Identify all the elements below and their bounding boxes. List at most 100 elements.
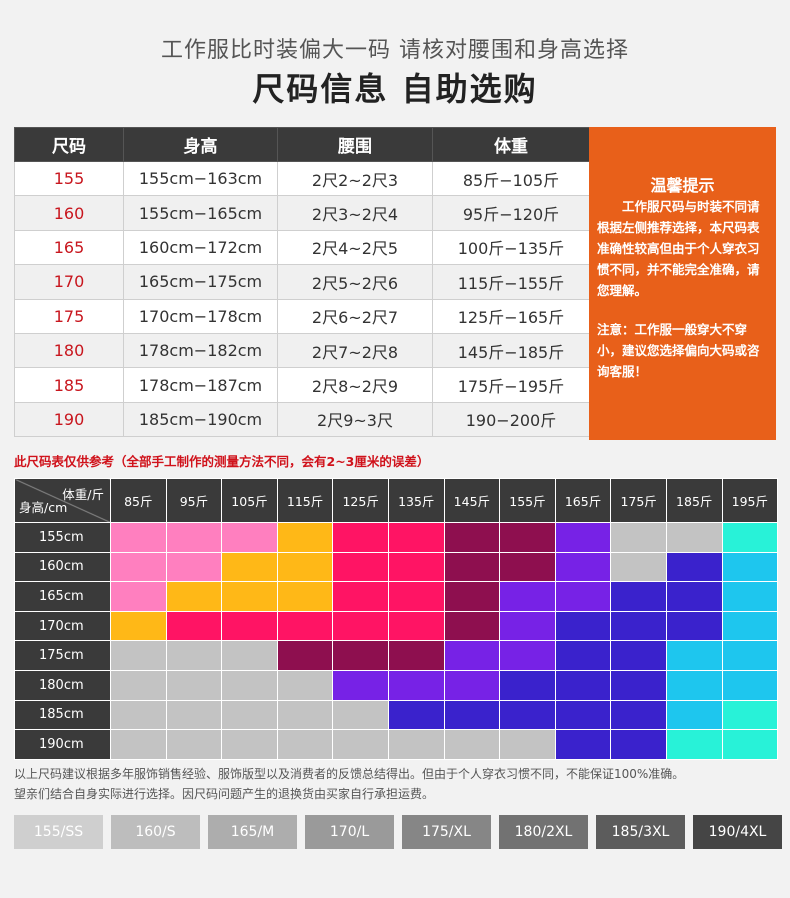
- height-header: 身高: [123, 127, 278, 162]
- grid-cell: [443, 669, 501, 701]
- grid-cell: [332, 522, 389, 553]
- grid-cell: [387, 551, 445, 583]
- grid-cell: [554, 522, 612, 553]
- grid-cell: [165, 551, 223, 583]
- grid-cell: [165, 610, 223, 642]
- grid-cell: [554, 699, 612, 731]
- grid-cell: [276, 699, 334, 731]
- grid-weight-header: 105斤: [221, 478, 278, 523]
- grid-cell: [499, 699, 556, 731]
- grid-height-header: 160cm: [14, 551, 111, 583]
- grid-cell: [721, 669, 779, 701]
- grid-cell: [110, 522, 167, 553]
- footnote: 以上尺码建议根据多年服饰销售经验、服饰版型以及消费者的反馈总结得出。但由于个人穿…: [14, 764, 684, 804]
- height-cell: 185cm−190cm: [123, 401, 278, 438]
- waist-header: 腰围: [277, 127, 433, 162]
- grid-cell: [387, 522, 445, 553]
- grid-cell: [165, 729, 223, 760]
- grid-height-header: 190cm: [14, 729, 111, 760]
- grid-cell: [499, 669, 556, 701]
- size-cell: 160: [14, 195, 124, 231]
- grid-cell: [332, 729, 389, 760]
- grid-cell: [610, 551, 667, 583]
- grid-row: 165cm: [14, 581, 779, 612]
- grid-cell: [721, 640, 779, 671]
- grid-cell: [165, 669, 223, 701]
- grid-weight-header: 155斤: [499, 478, 556, 523]
- grid-height-header: 165cm: [14, 581, 111, 612]
- grid-weight-header: 125斤: [332, 478, 389, 523]
- grid-cell: [443, 729, 501, 760]
- grid-cell: [221, 699, 278, 731]
- grid-cell: [665, 581, 723, 612]
- height-cell: 155cm−163cm: [123, 160, 278, 197]
- grid-height-header: 185cm: [14, 699, 111, 731]
- grid-cell: [610, 610, 667, 642]
- size-cell: 170: [14, 264, 124, 300]
- height-cell: 178cm−182cm: [123, 332, 278, 369]
- grid-cell: [165, 522, 223, 553]
- grid-weight-header: 95斤: [165, 478, 223, 523]
- grid-cell: [110, 551, 167, 583]
- grid-height-header: 180cm: [14, 669, 111, 701]
- grid-weight-header: 145斤: [443, 478, 501, 523]
- size-table-row: 175 170cm−178cm 2尺6~2尺7 125斤−165斤: [14, 298, 590, 334]
- grid-cell: [221, 610, 278, 642]
- weight-cell: 175斤−195斤: [432, 367, 590, 403]
- size-table-row: 165 160cm−172cm 2尺4~2尺5 100斤−135斤: [14, 229, 590, 266]
- grid-weight-header: 165斤: [554, 478, 612, 523]
- grid-cell: [276, 551, 334, 583]
- grid-cell: [221, 581, 278, 612]
- grid-cell: [610, 522, 667, 553]
- grid-cell: [387, 581, 445, 612]
- size-table-row: 190 185cm−190cm 2尺9~3尺 190−200斤: [14, 401, 590, 438]
- weight-cell: 145斤−185斤: [432, 332, 590, 369]
- grid-cell: [499, 551, 556, 583]
- waist-cell: 2尺9~3尺: [277, 401, 433, 438]
- grid-cell: [499, 640, 556, 671]
- grid-weight-header: 115斤: [276, 478, 334, 523]
- height-cell: 160cm−172cm: [123, 229, 278, 266]
- grid-cell: [610, 729, 667, 760]
- waist-cell: 2尺6~2尺7: [277, 298, 433, 334]
- page-subtitle: 工作服比时装偏大一码 请核对腰围和身高选择: [161, 38, 629, 63]
- grid-cell: [165, 581, 223, 612]
- grid-cell: [443, 610, 501, 642]
- page-title: 尺码信息 自助选购: [252, 70, 538, 108]
- grid-cell: [443, 522, 501, 553]
- footnote-line-2: 望亲们结合自身实际进行选择。因尺码问题产生的退换货由买家自行承担运费。: [14, 787, 435, 801]
- weight-cell: 125斤−165斤: [432, 298, 590, 334]
- size-table: 尺码 身高 腰围 体重 155 155cm−163cm 2尺2~2尺3 85斤−105…: [14, 127, 590, 438]
- grid-corner: 体重/斤 身高/cm: [14, 478, 111, 523]
- grid-cell: [387, 640, 445, 671]
- size-table-row: 170 165cm−175cm 2尺5~2尺6 115斤−155斤: [14, 264, 590, 300]
- size-table-row: 185 178cm−187cm 2尺8~2尺9 175斤−195斤: [14, 367, 590, 403]
- grid-cell: [332, 669, 389, 701]
- grid-weight-header: 135斤: [387, 478, 445, 523]
- grid-cell: [665, 610, 723, 642]
- grid-cell: [332, 610, 389, 642]
- grid-cell: [610, 699, 667, 731]
- grid-cell: [554, 729, 612, 760]
- waist-cell: 2尺8~2尺9: [277, 367, 433, 403]
- grid-cell: [554, 551, 612, 583]
- grid-cell: [499, 522, 556, 553]
- size-cell: 190: [14, 401, 124, 438]
- grid-cell: [110, 699, 167, 731]
- grid-cell: [221, 551, 278, 583]
- weight-cell: 190−200斤: [432, 401, 590, 438]
- grid-cell: [610, 669, 667, 701]
- size-tag: 155/SS: [14, 815, 103, 849]
- grid-cell: [499, 610, 556, 642]
- grid-cell: [443, 640, 501, 671]
- grid-weight-header: 85斤: [110, 478, 167, 523]
- grid-weight-header: 195斤: [721, 478, 779, 523]
- grid-cell: [332, 551, 389, 583]
- disclaimer-text: 此尺码表仅供参考（全部手工制作的测量方法不同，会有2~3厘米的误差）: [14, 454, 430, 469]
- tips-body: 工作服尺码与时装不同请根据左侧推荐选择，本尺码表准确性较高但由于个人穿衣习惯不同…: [597, 199, 760, 298]
- grid-cell: [665, 640, 723, 671]
- grid-cell: [110, 669, 167, 701]
- grid-weight-header: 175斤: [610, 478, 667, 523]
- grid-cell: [721, 551, 779, 583]
- grid-cell: [332, 699, 389, 731]
